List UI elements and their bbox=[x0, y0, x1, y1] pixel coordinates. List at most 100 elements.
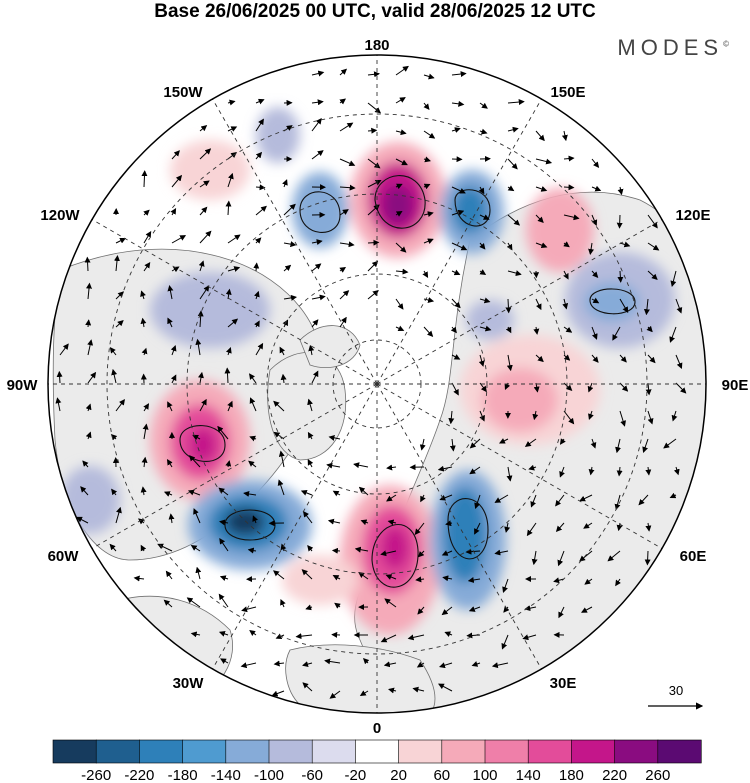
wind-vector bbox=[367, 289, 379, 300]
wind-vector bbox=[339, 241, 355, 248]
wind-vector bbox=[471, 661, 481, 667]
wind-vector bbox=[87, 339, 94, 356]
lon-label-30e: 30E bbox=[550, 675, 577, 692]
wind-vector bbox=[535, 130, 545, 142]
wind-vector bbox=[669, 492, 677, 499]
negative-anomaly-se-core bbox=[443, 487, 487, 583]
wind-vector bbox=[143, 209, 150, 216]
wind-vector bbox=[302, 661, 313, 668]
wind-vector bbox=[227, 126, 238, 132]
meridian-line bbox=[91, 383, 378, 549]
land-arctic-islands bbox=[299, 325, 361, 369]
wind-vector bbox=[193, 508, 201, 524]
wind-vector bbox=[583, 522, 593, 529]
wind-vector bbox=[579, 550, 593, 562]
wind-vector bbox=[478, 186, 485, 195]
wind-vector bbox=[479, 128, 488, 135]
wind-vector bbox=[407, 634, 425, 641]
wind-vector bbox=[563, 326, 573, 333]
wind-vector bbox=[437, 465, 453, 472]
colorbar-tick: 100 bbox=[472, 767, 497, 783]
lon-label-180: 180 bbox=[364, 37, 389, 54]
wind-vector bbox=[451, 71, 467, 78]
wind-vector bbox=[328, 434, 341, 441]
wind-vector bbox=[331, 547, 341, 554]
wind-vector bbox=[360, 519, 369, 526]
wind-vector bbox=[561, 130, 568, 142]
wind-vector bbox=[467, 577, 481, 583]
wind-vector bbox=[225, 288, 232, 300]
wind-vector bbox=[562, 298, 569, 310]
wind-vector bbox=[645, 522, 652, 532]
wind-vector bbox=[140, 290, 146, 300]
wind-vector bbox=[218, 487, 229, 496]
wind-vector bbox=[311, 239, 323, 246]
wind-vector bbox=[581, 606, 593, 613]
wind-vector bbox=[555, 522, 565, 533]
contour-line bbox=[224, 509, 276, 541]
wind-vector bbox=[301, 569, 313, 580]
wind-vector bbox=[219, 537, 229, 552]
wind-vector bbox=[591, 354, 599, 363]
wind-vector bbox=[311, 70, 325, 77]
wind-vector bbox=[474, 522, 481, 535]
wind-vector bbox=[86, 282, 93, 300]
wind-vector bbox=[367, 239, 380, 246]
wind-vector bbox=[386, 464, 397, 471]
positive-anomaly-sw-faint bbox=[282, 555, 358, 605]
lon-label-60e: 60E bbox=[680, 548, 707, 565]
wind-vector bbox=[273, 400, 285, 412]
wind-vector bbox=[166, 458, 173, 468]
colorbar-swatch bbox=[268, 739, 313, 764]
wind-vector bbox=[111, 368, 118, 384]
wind-vector bbox=[423, 211, 434, 217]
wind-vector bbox=[388, 687, 397, 694]
wind-vector bbox=[445, 520, 453, 527]
wind-vector bbox=[84, 256, 91, 272]
wind-vector bbox=[354, 546, 369, 553]
positive-anomaly-east-core bbox=[482, 368, 558, 432]
wind-vector bbox=[451, 186, 466, 194]
wind-vector bbox=[499, 438, 509, 444]
lon-label-150e: 150E bbox=[550, 84, 585, 101]
colorbar-tick: -180 bbox=[168, 767, 198, 783]
lon-label-120e: 120E bbox=[675, 207, 710, 224]
wind-vector bbox=[167, 401, 173, 412]
wind-vector bbox=[395, 183, 403, 190]
wind-vector bbox=[414, 522, 425, 535]
wind-vector bbox=[479, 102, 488, 109]
wind-vector bbox=[138, 518, 145, 525]
wind-vector bbox=[241, 606, 257, 613]
wind-vector bbox=[507, 270, 522, 277]
wind-vector bbox=[311, 150, 324, 160]
negative-anomaly-west bbox=[150, 272, 270, 348]
wind-vector bbox=[501, 634, 509, 650]
wind-vector bbox=[326, 462, 341, 469]
wind-vector bbox=[417, 606, 425, 615]
wind-vector bbox=[619, 354, 627, 363]
colorbar-tick: 60 bbox=[433, 767, 450, 783]
lon-label-120w: 120W bbox=[40, 207, 80, 224]
wind-vector bbox=[415, 576, 425, 583]
wind-vector bbox=[115, 398, 126, 412]
wind-vector bbox=[423, 238, 434, 244]
colorbar-tick: -220 bbox=[124, 767, 154, 783]
wind-vector bbox=[283, 264, 292, 272]
wind-vector bbox=[588, 466, 595, 476]
wind-vector bbox=[163, 491, 173, 497]
wind-vector bbox=[442, 575, 453, 582]
wind-vector bbox=[450, 326, 457, 334]
colorbar-swatch bbox=[441, 739, 486, 764]
wind-vector bbox=[612, 326, 621, 341]
colorbar-tick: -60 bbox=[301, 767, 323, 783]
wind-vector bbox=[247, 547, 257, 554]
lon-label-30w: 30W bbox=[173, 675, 205, 692]
contour-line bbox=[374, 175, 426, 229]
wind-vector bbox=[675, 354, 683, 370]
wind-vector bbox=[227, 172, 234, 188]
wind-vector bbox=[367, 127, 378, 134]
vector-reference-key: 30 bbox=[648, 683, 704, 710]
wind-vector bbox=[502, 578, 509, 593]
wind-vector bbox=[468, 606, 481, 612]
